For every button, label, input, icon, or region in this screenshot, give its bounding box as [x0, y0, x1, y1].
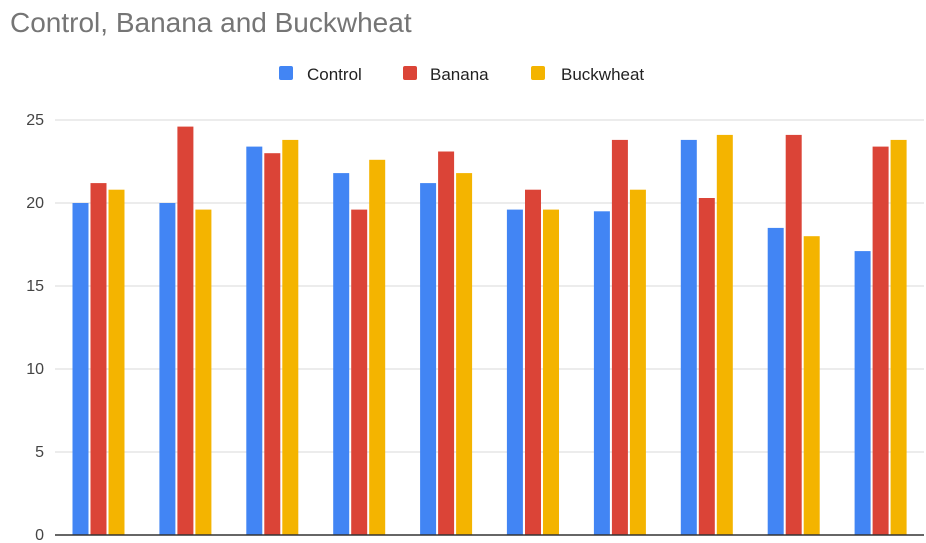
- bar-banana-3: [264, 153, 281, 535]
- bar-buckwheat-7: [629, 189, 646, 535]
- bar-buckwheat-4: [369, 159, 386, 536]
- bar-control-3: [246, 146, 263, 535]
- bar-control-10: [854, 251, 871, 535]
- legend-item-banana[interactable]: Banana: [403, 65, 489, 84]
- bar-buckwheat-5: [456, 173, 473, 535]
- bar-control-6: [506, 209, 523, 535]
- y-axis-labels: 0 5 10 15 20 25: [26, 112, 44, 543]
- bar-control-4: [333, 173, 350, 535]
- legend-label-buckwheat: Buckwheat: [561, 65, 644, 84]
- chart-title: Control, Banana and Buckwheat: [10, 7, 412, 38]
- bar-buckwheat-3: [282, 139, 299, 535]
- bar-banana-1: [90, 183, 107, 535]
- bar-banana-9: [785, 134, 802, 535]
- y-tick-label: 5: [35, 444, 44, 461]
- bar-banana-8: [698, 198, 715, 535]
- legend-swatch-banana: [403, 66, 417, 80]
- legend: Control Banana Buckwheat: [279, 65, 644, 84]
- legend-label-control: Control: [307, 65, 362, 84]
- bar-banana-10: [872, 146, 889, 535]
- y-tick-label: 0: [35, 527, 44, 543]
- bar-buckwheat-1: [108, 189, 125, 535]
- legend-swatch-control: [279, 66, 293, 80]
- bar-buckwheat-10: [890, 139, 907, 535]
- y-tick-label: 15: [26, 278, 44, 295]
- bar-control-9: [767, 227, 784, 535]
- bar-buckwheat-8: [716, 134, 733, 535]
- legend-item-buckwheat[interactable]: Buckwheat: [531, 65, 644, 84]
- legend-label-banana: Banana: [430, 65, 489, 84]
- y-tick-label: 10: [26, 361, 44, 378]
- bar-control-8: [680, 139, 697, 535]
- bar-buckwheat-2: [195, 209, 212, 535]
- bar-banana-2: [177, 126, 194, 535]
- bar-banana-4: [351, 209, 368, 535]
- bar-banana-6: [525, 189, 541, 535]
- y-tick-label: 20: [26, 195, 44, 212]
- bar-control-7: [593, 211, 610, 536]
- bar-control-1: [72, 203, 89, 535]
- y-tick-label: 25: [26, 112, 44, 129]
- legend-item-control[interactable]: Control: [279, 65, 362, 84]
- legend-swatch-buckwheat: [531, 66, 545, 80]
- bar-control-5: [420, 183, 437, 535]
- bars: [72, 126, 907, 536]
- bar-buckwheat-9: [803, 236, 820, 535]
- bar-buckwheat-6: [543, 209, 559, 535]
- bar-banana-5: [438, 151, 455, 535]
- bar-control-2: [159, 203, 176, 535]
- bar-banana-7: [611, 139, 628, 535]
